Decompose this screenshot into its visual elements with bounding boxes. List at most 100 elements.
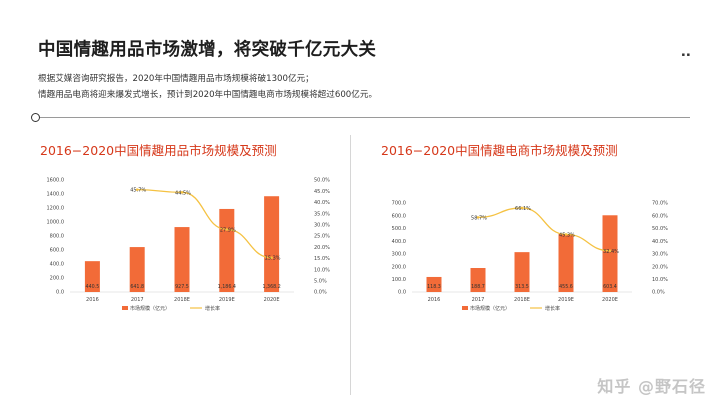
right-axis-tick-label: 5.0% <box>314 279 327 285</box>
legend-line-label: 增长率 <box>205 305 220 312</box>
x-tick-label: 2016 <box>428 297 441 303</box>
bar-value-label: 440.5 <box>86 284 100 290</box>
bar-value-label: 455.6 <box>559 284 573 290</box>
right-axis-tick-label: 10.0% <box>652 277 668 283</box>
bar <box>426 276 442 292</box>
growth-rate-label: 32.4% <box>603 249 619 255</box>
left-axis-tick-label: 500.0 <box>392 226 406 232</box>
left-axis-tick-label: 1600.0 <box>47 178 65 184</box>
right-axis-tick-label: 20.0% <box>652 264 668 270</box>
right-axis-tick-label: 0.0% <box>314 290 327 296</box>
left-axis-tick-label: 700.0 <box>392 201 406 207</box>
x-tick-label: 2017 <box>131 297 144 303</box>
right-axis-tick-label: 50.0% <box>314 178 330 184</box>
right-axis-tick-label: 25.0% <box>314 234 330 240</box>
left-axis-tick-label: 1400.0 <box>47 192 65 198</box>
bar <box>219 208 235 292</box>
description-line-2: 情趣用品电商将迎来爆发式增长，预计到2020年中国情趣电商市场规模将超过600亿… <box>38 90 378 100</box>
growth-rate-line <box>137 188 272 259</box>
growth-rate-label: 58.7% <box>471 215 487 221</box>
growth-rate-label: 45.3% <box>559 232 575 238</box>
right-axis-tick-label: 45.0% <box>314 189 330 195</box>
description-line-1: 根据艾媒咨询研究报告，2020年中国情趣用品市场规模将破1300亿元； <box>38 74 314 84</box>
bar-value-label: 641.8 <box>130 284 144 290</box>
bar <box>84 261 100 292</box>
x-tick-label: 2019E <box>558 297 574 303</box>
growth-rate-point <box>180 191 184 194</box>
page-title: 中国情趣用品市场激增，将突破千亿元大关 <box>38 40 377 60</box>
chart-2: 0.0 100.0 200.0 300.0 400.0 500.0 600.0 700.0 0.… <box>392 201 668 312</box>
growth-rate-point <box>520 206 524 210</box>
left-axis-tick-label: 300.0 <box>392 252 406 258</box>
legend-bar-swatch <box>462 306 468 310</box>
bar-value-label: 188.7 <box>471 284 485 290</box>
right-axis-tick-label: 35.0% <box>314 211 330 217</box>
right-axis-tick-label: 20.0% <box>314 245 330 251</box>
right-axis-tick-label: 50.0% <box>652 226 668 232</box>
x-tick-label: 2017 <box>472 297 485 303</box>
legend-bar-swatch <box>122 306 128 310</box>
chart-1-title: 2016−2020中国情趣用品市场规模及预测 <box>40 143 277 158</box>
left-axis-tick-label: 200.0 <box>392 264 406 270</box>
chart-separator <box>350 135 351 395</box>
bar <box>129 247 145 292</box>
left-axis-tick-label: 0.0 <box>56 290 64 296</box>
growth-rate-point <box>135 188 139 191</box>
bar-value-label: 313.5 <box>515 284 529 290</box>
legend-bar-label: 市场规模（亿元） <box>470 305 510 312</box>
growth-rate-point <box>608 249 612 253</box>
x-tick-label: 2020E <box>602 297 618 303</box>
right-axis-tick-label: 40.0% <box>314 200 330 206</box>
left-axis-tick-label: 400.0 <box>392 239 406 245</box>
right-axis-tick-label: 70.0% <box>652 201 668 207</box>
bar <box>558 234 574 292</box>
legend-bar-label: 市场规模（亿元） <box>130 305 170 312</box>
x-tick-label: 2018E <box>514 297 530 303</box>
left-axis-tick-label: 100.0 <box>392 277 406 283</box>
right-axis-tick-label: 30.0% <box>652 252 668 258</box>
right-axis-tick-label: 0.0% <box>652 290 665 296</box>
bar-value-label: 1,186.4 <box>218 284 236 290</box>
left-axis-tick-label: 400.0 <box>50 262 64 268</box>
right-axis-tick-label: 40.0% <box>652 239 668 245</box>
left-axis-tick-label: 1000.0 <box>47 220 65 226</box>
watermark: 知乎 @野石径 <box>597 377 706 396</box>
bar <box>514 252 530 292</box>
chart-1: 0.0 200.0 400.0 600.0 800.0 1000.0 1200.0 1400.… <box>47 178 331 312</box>
bar <box>174 227 190 292</box>
x-tick-label: 2016 <box>86 297 99 303</box>
right-axis-tick-label: 10.0% <box>314 267 330 273</box>
left-axis-tick-label: 0.0 <box>398 290 406 296</box>
bar <box>264 196 280 292</box>
left-axis-tick-label: 1200.0 <box>47 206 65 212</box>
growth-rate-label: 44.5% <box>175 190 191 196</box>
bar-value-label: 603.4 <box>603 284 617 290</box>
bar-value-label: 118.3 <box>427 284 441 290</box>
bar <box>602 215 618 292</box>
growth-rate-label: 45.7% <box>130 188 146 194</box>
growth-rate-point <box>270 256 273 260</box>
bar-value-label: 1,368.2 <box>262 284 280 290</box>
right-axis-tick-label: 30.0% <box>314 223 330 229</box>
left-axis-tick-label: 800.0 <box>50 234 64 240</box>
growth-rate-label: 66.1% <box>515 206 531 212</box>
growth-rate-label: 27.9% <box>220 228 236 234</box>
x-tick-label: 2020E <box>264 297 280 303</box>
growth-rate-point <box>564 233 568 236</box>
x-tick-label: 2019E <box>219 297 235 303</box>
section-divider <box>35 117 690 118</box>
corner-mark-icon: ▪ ▪ <box>681 52 690 58</box>
bar <box>470 268 486 292</box>
growth-rate-label: 15.3% <box>265 256 281 262</box>
left-axis-tick-label: 600.0 <box>392 213 406 219</box>
chart-2-title: 2016−2020中国情趣电商市场规模及预测 <box>381 143 618 158</box>
growth-rate-point <box>476 216 480 219</box>
legend-line-label: 增长率 <box>545 305 560 312</box>
left-axis-tick-label: 600.0 <box>50 248 64 254</box>
divider-ring-icon <box>31 113 40 122</box>
right-axis-tick-label: 60.0% <box>652 213 668 219</box>
left-axis-tick-label: 200.0 <box>50 276 64 282</box>
right-axis-tick-label: 15.0% <box>314 256 330 262</box>
x-tick-label: 2018E <box>174 297 190 303</box>
